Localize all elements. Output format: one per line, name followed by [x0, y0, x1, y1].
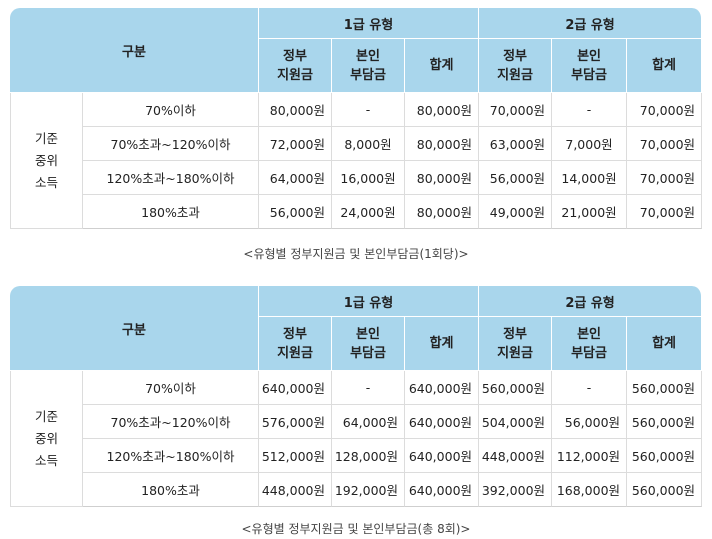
cell: 63,000원: [479, 127, 553, 161]
cell: -: [332, 93, 406, 127]
header-total: 합계: [405, 39, 480, 93]
header-gov-support: 정부 지원금: [259, 317, 333, 371]
header-type2: 2급 유형: [479, 286, 703, 317]
cell: 80,000원: [405, 195, 480, 229]
row-label: 70%이하: [83, 371, 260, 405]
cell: 16,000원: [332, 161, 406, 195]
header-type1: 1급 유형: [259, 8, 480, 39]
row-label: 120%초과~180%이하: [83, 439, 260, 473]
cell: 70,000원: [627, 93, 703, 127]
header-type1: 1급 유형: [259, 286, 480, 317]
table-row: 120%초과~180%이하 512,000원 128,000원 640,000원…: [10, 439, 703, 473]
header-type2: 2급 유형: [479, 8, 703, 39]
cell: 80,000원: [405, 93, 480, 127]
header-gov-support: 정부 지원금: [479, 317, 553, 371]
cell: 576,000원: [259, 405, 333, 439]
cell: 8,000원: [332, 127, 406, 161]
cell: -: [552, 93, 628, 127]
header-self-pay: 본인 부담금: [552, 39, 628, 93]
header-self-pay: 본인 부담금: [332, 317, 406, 371]
cell: 24,000원: [332, 195, 406, 229]
header-gov-support: 정부 지원금: [479, 39, 553, 93]
header-total: 합계: [405, 317, 480, 371]
cell: 112,000원: [552, 439, 628, 473]
header-category: 구분: [10, 8, 260, 93]
cell: 504,000원: [479, 405, 553, 439]
header-self-pay: 본인 부담금: [332, 39, 406, 93]
cell: 70,000원: [479, 93, 553, 127]
group-label: 기준 중위 소득: [10, 93, 83, 229]
cell: 70,000원: [627, 161, 703, 195]
table-caption: <유형별 정부지원금 및 본인부담금(총 8회)>: [241, 522, 471, 536]
table-row: 180%초과 448,000원 192,000원 640,000원 392,00…: [10, 473, 703, 507]
cell: 168,000원: [552, 473, 628, 507]
cell: 192,000원: [332, 473, 406, 507]
row-label: 180%초과: [83, 473, 260, 507]
table-row: 120%초과~180%이하 64,000원 16,000원 80,000원 56…: [10, 161, 703, 195]
row-label: 70%초과~120%이하: [83, 127, 260, 161]
cell: 128,000원: [332, 439, 406, 473]
cell: 560,000원: [627, 439, 703, 473]
cell: 560,000원: [627, 473, 703, 507]
cell: 49,000원: [479, 195, 553, 229]
cell: 512,000원: [259, 439, 333, 473]
table-row: 기준 중위 소득 70%이하 80,000원 - 80,000원 70,000원 -…: [10, 93, 703, 229]
cell: 392,000원: [479, 473, 553, 507]
table-row: 기준 중위 소득 70%이하 640,000원 - 640,000원 560,000…: [10, 371, 703, 507]
cell: 80,000원: [405, 161, 480, 195]
cell: 64,000원: [259, 161, 333, 195]
row-label: 70%초과~120%이하: [83, 405, 260, 439]
cell: 21,000원: [552, 195, 628, 229]
cell: 640,000원: [405, 439, 480, 473]
cell: 56,000원: [552, 405, 628, 439]
header-gov-support: 정부 지원금: [259, 39, 333, 93]
cell: 560,000원: [479, 371, 553, 405]
header-total: 합계: [627, 317, 703, 371]
row-label: 70%이하: [83, 93, 260, 127]
cell: 70,000원: [627, 127, 703, 161]
table-row: 180%초과 56,000원 24,000원 80,000원 49,000원 2…: [10, 195, 703, 229]
cell: 7,000원: [552, 127, 628, 161]
cell: 560,000원: [627, 405, 703, 439]
header-total: 합계: [627, 39, 703, 93]
cell: -: [332, 371, 406, 405]
cell: 56,000원: [479, 161, 553, 195]
cell: 80,000원: [405, 127, 480, 161]
cell: 640,000원: [405, 473, 480, 507]
fee-table-per-session: 구분 1급 유형 2급 유형 정부 지원금 본인 부담금 합계 정부 지원금 본인 부담…: [10, 8, 703, 229]
group-label: 기준 중위 소득: [10, 371, 83, 507]
cell: 56,000원: [259, 195, 333, 229]
table-row: 70%초과~120%이하 72,000원 8,000원 80,000원 63,0…: [10, 127, 703, 161]
cell: 640,000원: [405, 405, 480, 439]
row-label: 120%초과~180%이하: [83, 161, 260, 195]
cell: 72,000원: [259, 127, 333, 161]
table-caption: <유형별 정부지원금 및 본인부담금(1회당)>: [243, 247, 469, 261]
cell: 14,000원: [552, 161, 628, 195]
cell: 64,000원: [332, 405, 406, 439]
cell: -: [552, 371, 628, 405]
fee-table-total: 구분 1급 유형 2급 유형 정부 지원금 본인 부담금 합계 정부 지원금 본인 부담…: [10, 286, 703, 507]
table-row: 70%초과~120%이하 576,000원 64,000원 640,000원 5…: [10, 405, 703, 439]
cell: 70,000원: [627, 195, 703, 229]
cell: 448,000원: [259, 473, 333, 507]
cell: 640,000원: [405, 371, 480, 405]
cell: 448,000원: [479, 439, 553, 473]
header-category: 구분: [10, 286, 260, 371]
cell: 640,000원: [259, 371, 333, 405]
header-self-pay: 본인 부담금: [552, 317, 628, 371]
row-label: 180%초과: [83, 195, 260, 229]
cell: 80,000원: [259, 93, 333, 127]
cell: 560,000원: [627, 371, 703, 405]
